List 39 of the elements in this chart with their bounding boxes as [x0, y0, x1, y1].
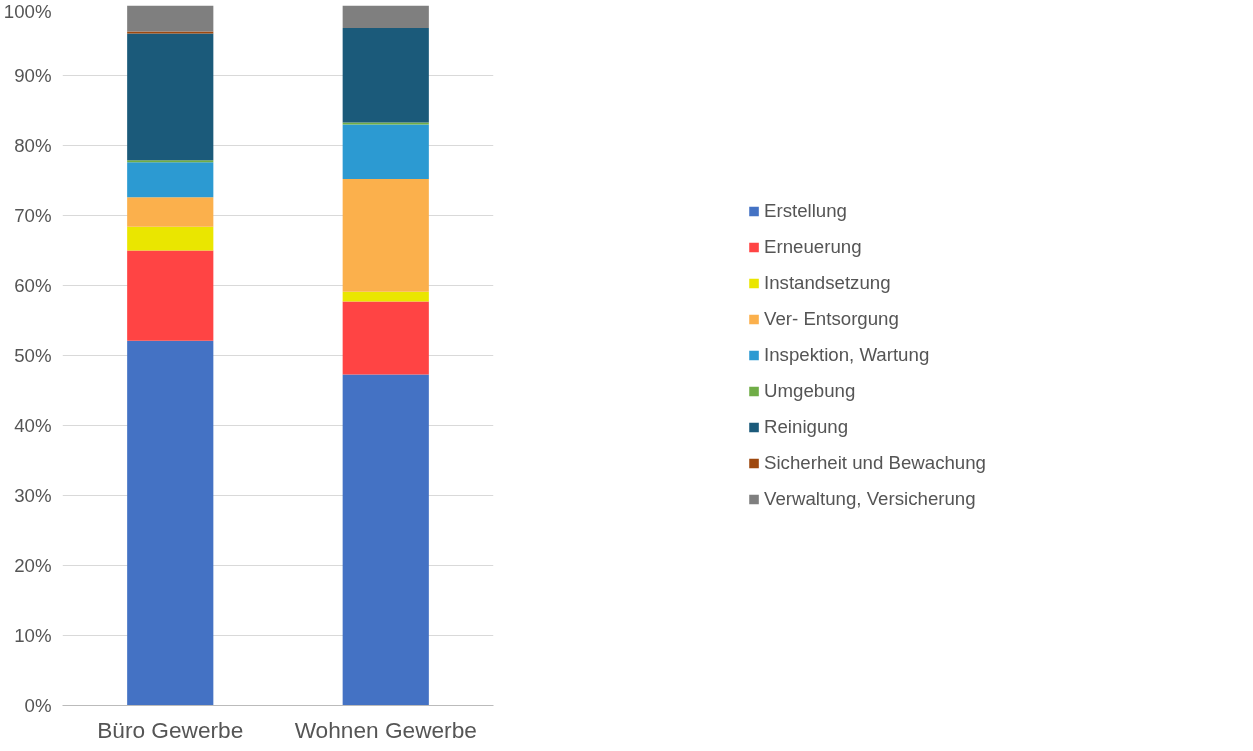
x-tick-label: Wohnen Gewerbe [294, 716, 477, 743]
y-tick-label: 10% [14, 625, 52, 646]
bar [342, 301, 429, 375]
legend-label: Erstellung [764, 200, 847, 222]
bar [342, 179, 429, 292]
bar [127, 226, 214, 251]
legend-label: Instandsetzung [764, 272, 891, 294]
y-tick-label: 80% [14, 135, 52, 156]
bar [342, 122, 429, 125]
y-tick-label: 20% [14, 555, 52, 576]
bar [127, 162, 214, 198]
y-tick-label: 30% [14, 485, 52, 506]
bar [127, 197, 214, 227]
bar [127, 160, 214, 163]
x-tick-label: Büro Gewerbe [97, 716, 244, 743]
y-tick-label: 100% [3, 0, 52, 22]
bar [127, 31, 214, 34]
y-tick-label: 0% [24, 695, 52, 716]
legend-label: Reinigung [764, 416, 849, 438]
legend-label: Ver- Entsorgung [764, 308, 899, 330]
y-tick-label: 70% [14, 205, 52, 226]
bar [342, 5, 429, 28]
bar [127, 250, 214, 341]
legend-label: Umgebung [764, 380, 856, 402]
y-tick-label: 60% [14, 275, 52, 296]
legend-label: Inspektion, Wartung [764, 344, 930, 366]
y-tick-label: 90% [14, 65, 52, 86]
bar [127, 5, 214, 32]
legend-label: Erneuerung [764, 236, 862, 258]
bar [127, 340, 214, 706]
y-tick-label: 40% [14, 415, 52, 436]
bar [342, 124, 429, 180]
bar [342, 27, 429, 123]
bar [342, 291, 429, 302]
bar [342, 374, 429, 706]
y-tick-label: 50% [14, 345, 52, 366]
legend-label: Verwaltung, Versicherung [764, 488, 976, 510]
legend-label: Sicherheit und Bewachung [764, 452, 986, 474]
bar [127, 33, 214, 161]
